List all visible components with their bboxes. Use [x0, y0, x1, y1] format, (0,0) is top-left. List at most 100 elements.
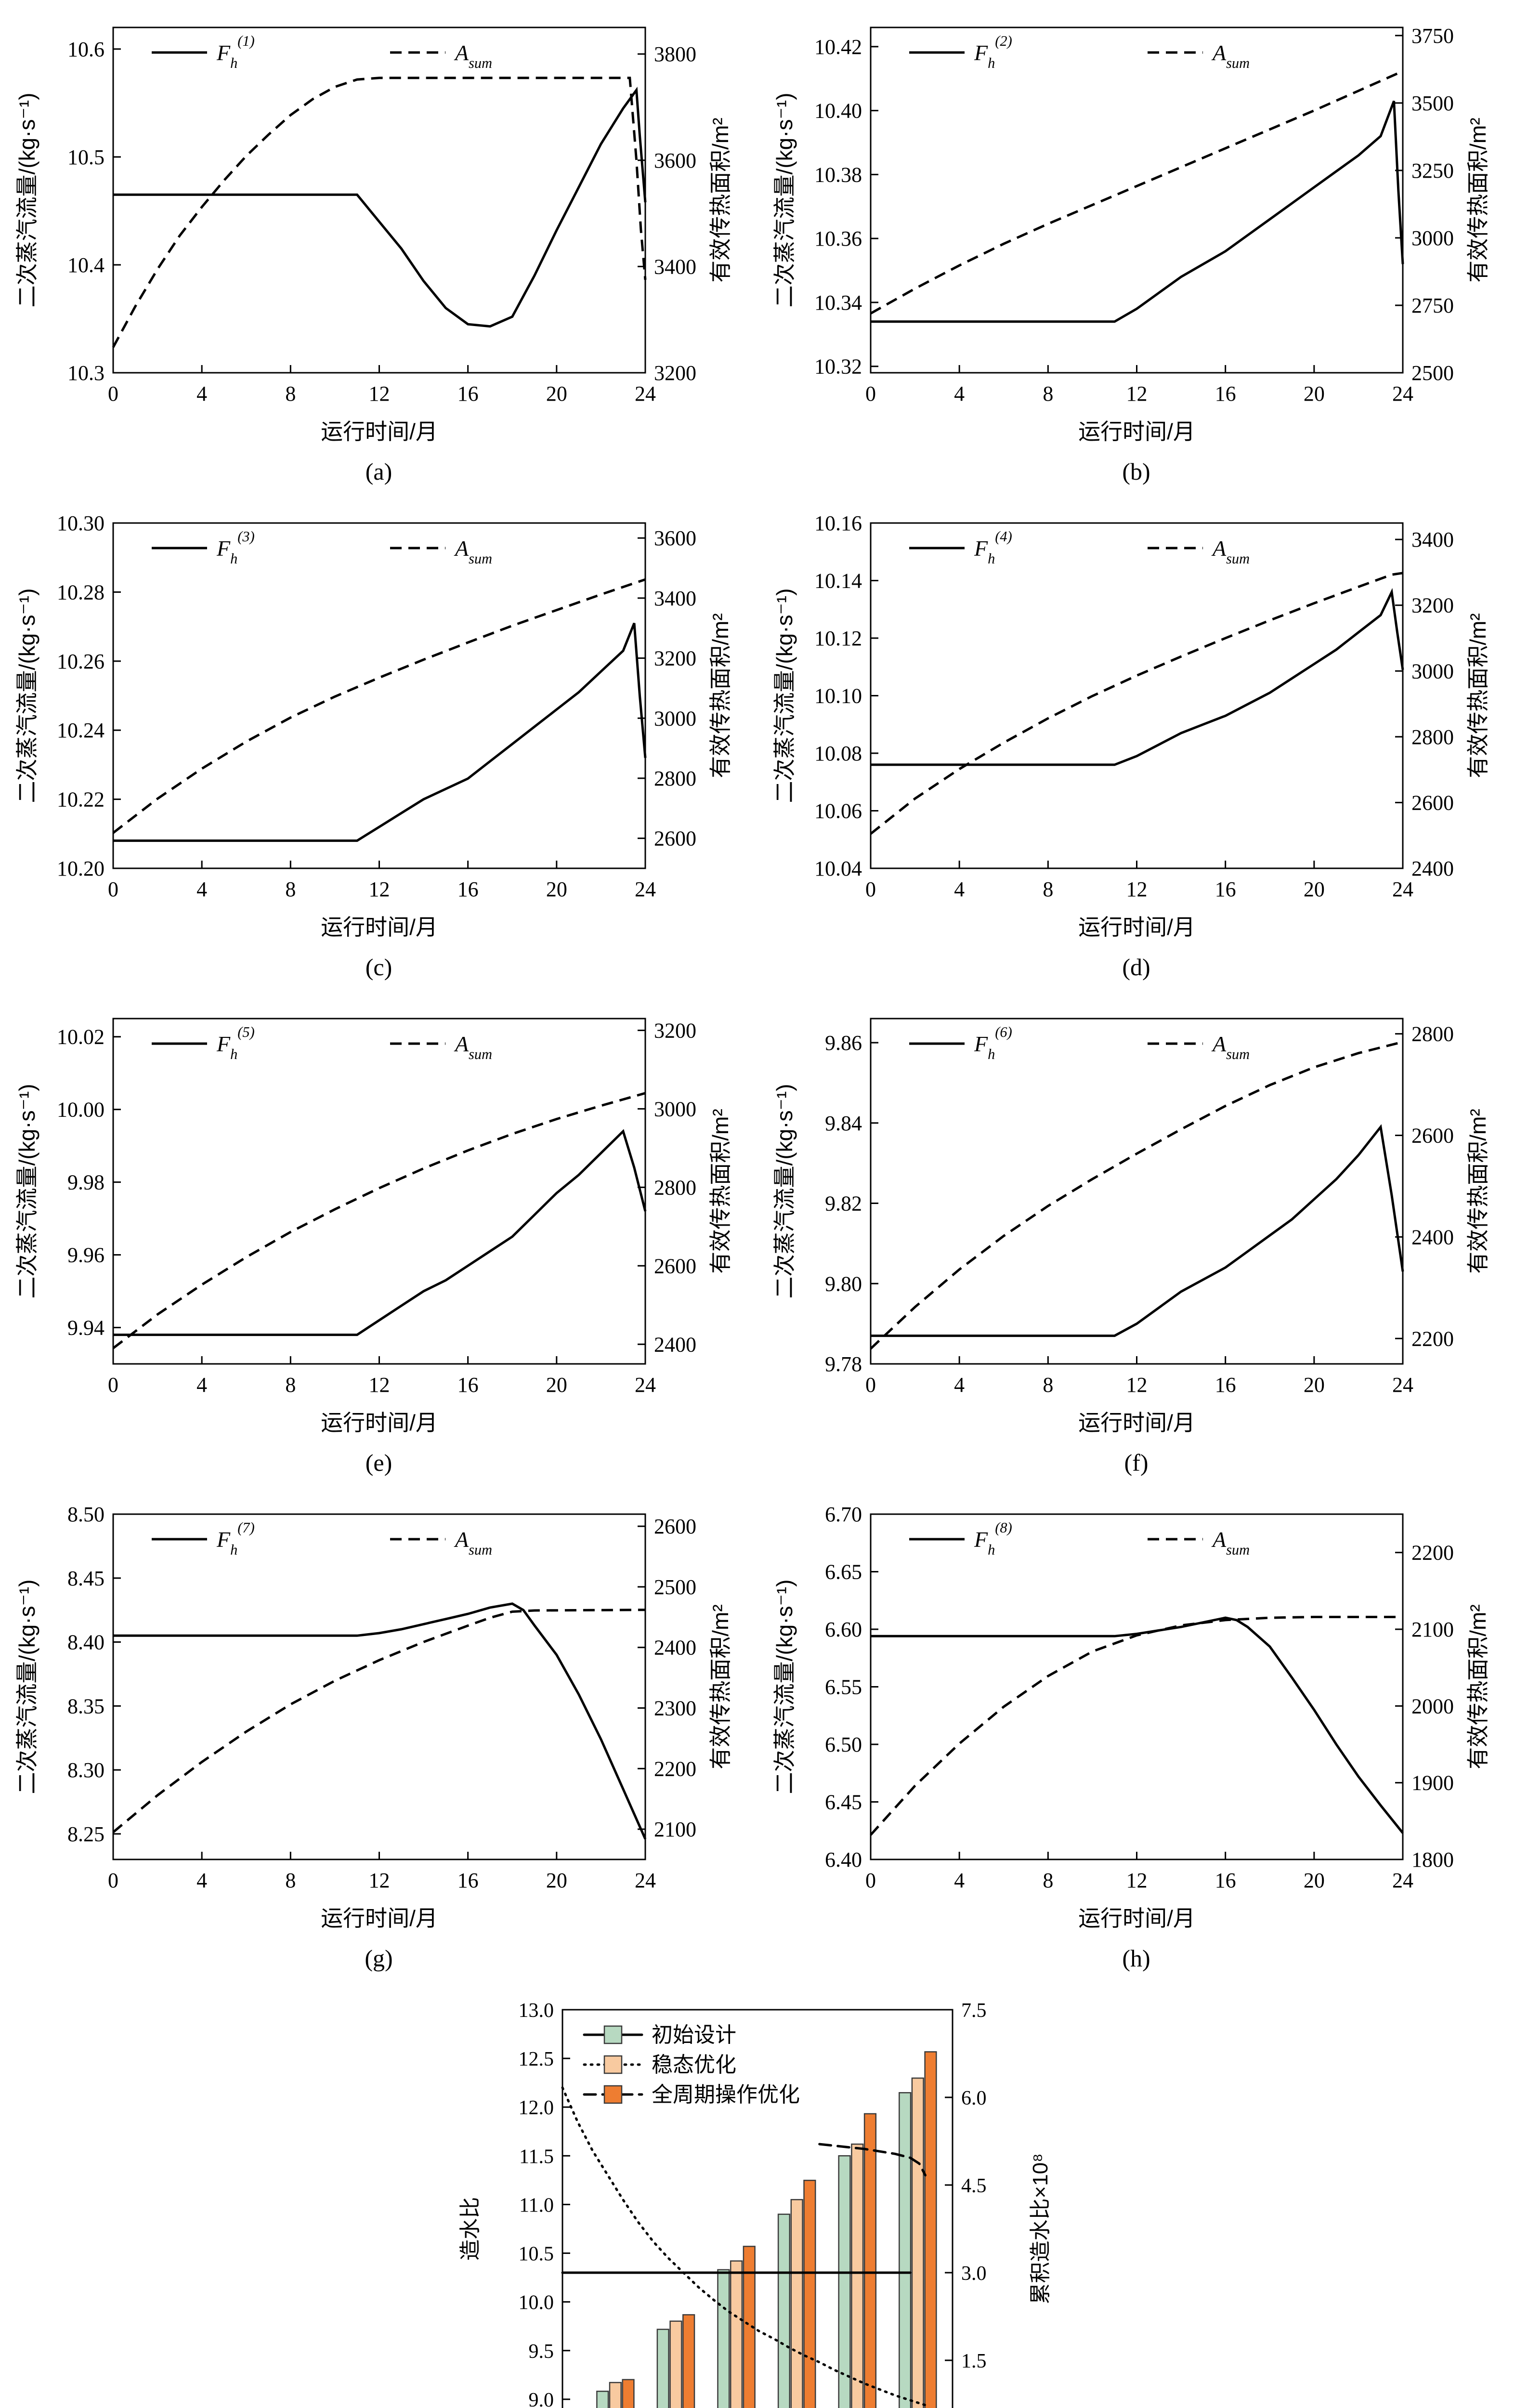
- x-tick-label: 20: [546, 877, 567, 901]
- caption: (h): [1122, 1945, 1150, 1972]
- x-tick-label: 16: [457, 1373, 479, 1397]
- bar-全周期操作优化: [863, 2113, 877, 2408]
- left-tick-label: 9.0: [529, 2389, 554, 2408]
- bar-初始设计: [777, 2213, 791, 2408]
- chart-f: 0 4 8 12 16 20 24 9.78 9.80 9.82 9.84 9.86 2200 2400 2…: [772, 1018, 1490, 1476]
- left-tick-label: 11.5: [519, 2146, 554, 2168]
- bar-全周期操作优化: [743, 2246, 756, 2408]
- caption: (d): [1122, 954, 1150, 981]
- right-tick-label: 2800: [1411, 725, 1454, 749]
- left-tick-label: 10.14: [814, 569, 862, 593]
- bar-稳态优化: [851, 2143, 864, 2408]
- left-tick-label: 6.70: [825, 1503, 862, 1526]
- legend-math-label: Fh(4): [974, 528, 1012, 567]
- x-tick-label: 0: [865, 382, 876, 406]
- x-tick-label: 20: [546, 1373, 567, 1397]
- right-tick-label: 2600: [1411, 791, 1454, 814]
- x-tick-label: 0: [108, 1373, 118, 1397]
- left-axis-label: 二次蒸汽流量/(kg·s⁻¹): [14, 1580, 39, 1794]
- left-tick-label: 10.40: [814, 99, 862, 123]
- right-axis-label: 有效传热面积/m²: [708, 1109, 733, 1273]
- x-tick-label: 12: [369, 1869, 390, 1892]
- left-tick-label: 10.5: [67, 145, 104, 169]
- x-axis-label: 运行时间/月: [1078, 1410, 1195, 1435]
- plot-frame: [870, 522, 1404, 869]
- left-tick-label: 10.26: [57, 650, 104, 673]
- left-tick-label: 10.0: [519, 2292, 554, 2314]
- left-tick-label: 9.80: [825, 1272, 862, 1296]
- legend-math-label: Fh(8): [974, 1519, 1012, 1558]
- left-tick-label: 9.82: [825, 1192, 862, 1216]
- x-tick-label: 4: [196, 1373, 207, 1397]
- left-tick-label: 6.40: [825, 1848, 862, 1871]
- x-axis-label: 运行时间/月: [1078, 915, 1195, 940]
- caption: (c): [366, 954, 392, 981]
- left-tick-label: 6.60: [825, 1618, 862, 1641]
- right-tick-label: 3000: [654, 1097, 696, 1121]
- right-tick-label: 4.5: [961, 2175, 987, 2197]
- right-axis-label: 有效传热面积/m²: [708, 1604, 733, 1769]
- right-axis-label: 有效传热面积/m²: [708, 118, 733, 282]
- left-tick-label: 12.5: [519, 2048, 554, 2070]
- right-tick-label: 3200: [654, 361, 696, 385]
- bar-初始设计: [899, 2092, 912, 2408]
- left-tick-label: 9.84: [825, 1112, 862, 1135]
- legend-math-label: Asum: [1211, 1527, 1250, 1558]
- x-axis-label: 运行时间/月: [321, 915, 438, 940]
- x-tick-label: 16: [1215, 877, 1236, 901]
- left-tick-label: 8.45: [67, 1567, 104, 1590]
- left-tick-label: 10.38: [814, 163, 862, 186]
- x-tick-label: 24: [635, 382, 656, 406]
- bar-稳态优化: [790, 2199, 803, 2408]
- series-Fh-line: [871, 1616, 1404, 1834]
- left-tick-label: 10.20: [57, 857, 104, 880]
- left-tick-label: 10.4: [67, 253, 104, 277]
- right-tick-label: 3600: [654, 526, 696, 550]
- right-tick-label: 2100: [1411, 1618, 1454, 1641]
- left-tick-label: 10.24: [57, 719, 104, 742]
- left-tick-label: 11.0: [519, 2194, 554, 2216]
- series-Asum-line: [870, 70, 1404, 314]
- bar-稳态优化: [609, 2382, 622, 2408]
- legend-math-label: Asum: [454, 1032, 492, 1062]
- x-tick-label: 8: [285, 382, 296, 406]
- left-tick-label: 6.65: [825, 1560, 862, 1584]
- caption: (f): [1124, 1449, 1149, 1476]
- left-tick-label: 10.04: [814, 857, 862, 880]
- bar-初始设计: [596, 2391, 609, 2408]
- x-tick-label: 8: [1043, 1869, 1053, 1892]
- left-axis-label: 二次蒸汽流量/(kg·s⁻¹): [14, 93, 39, 308]
- x-tick-label: 0: [108, 382, 118, 406]
- x-tick-label: 0: [865, 877, 876, 901]
- right-tick-label: 2200: [1411, 1541, 1454, 1565]
- row-2: 0 4 8 12 16 20 24 10.20 10.22 10.24 10.26 10.28 10.3…: [0, 501, 1515, 997]
- legend-label: 全周期操作优化: [652, 2083, 800, 2107]
- bar-全周期操作优化: [924, 2051, 937, 2408]
- right-tick-label: 2100: [654, 1818, 696, 1841]
- panel-g: 0 4 8 12 16 20 24 8.25 8.30 8.35 8.40 8.45 8.50 2100 2…: [0, 1492, 758, 1988]
- x-tick-label: 24: [635, 877, 656, 901]
- right-tick-label: 2600: [1411, 1124, 1454, 1148]
- legend-math-label: Asum: [454, 536, 492, 567]
- panel-e: 0 4 8 12 16 20 24 9.94 9.96 9.98 10.00 10.02 2400 260…: [0, 997, 758, 1492]
- line-全周期操作优化: [818, 2143, 927, 2177]
- x-tick-label: 16: [1215, 382, 1236, 406]
- right-tick-label: 3500: [1411, 92, 1454, 115]
- left-tick-label: 10.12: [814, 627, 862, 650]
- panel-c: 0 4 8 12 16 20 24 10.20 10.22 10.24 10.26 10.28 10.3…: [0, 501, 758, 997]
- panel-f: 0 4 8 12 16 20 24 9.78 9.80 9.82 9.84 9.86 2200 2400 2…: [758, 997, 1515, 1492]
- left-axis-label: 二次蒸汽流量/(kg·s⁻¹): [772, 93, 797, 308]
- right-tick-label: 2300: [654, 1697, 696, 1720]
- series-Asum-line: [870, 1616, 1403, 1836]
- x-tick-label: 16: [457, 877, 479, 901]
- x-tick-label: 20: [1304, 877, 1325, 901]
- x-tick-label: 4: [954, 1373, 965, 1397]
- left-tick-label: 10.02: [57, 1025, 104, 1049]
- x-tick-label: 24: [635, 1373, 656, 1397]
- x-axis-label: 运行时间/月: [1078, 419, 1195, 444]
- plot-frame: [870, 1513, 1404, 1860]
- caption: (e): [366, 1449, 392, 1476]
- right-tick-label: 2400: [654, 1636, 696, 1660]
- legend-swatch: [603, 2025, 623, 2044]
- right-tick-label: 2500: [654, 1575, 696, 1599]
